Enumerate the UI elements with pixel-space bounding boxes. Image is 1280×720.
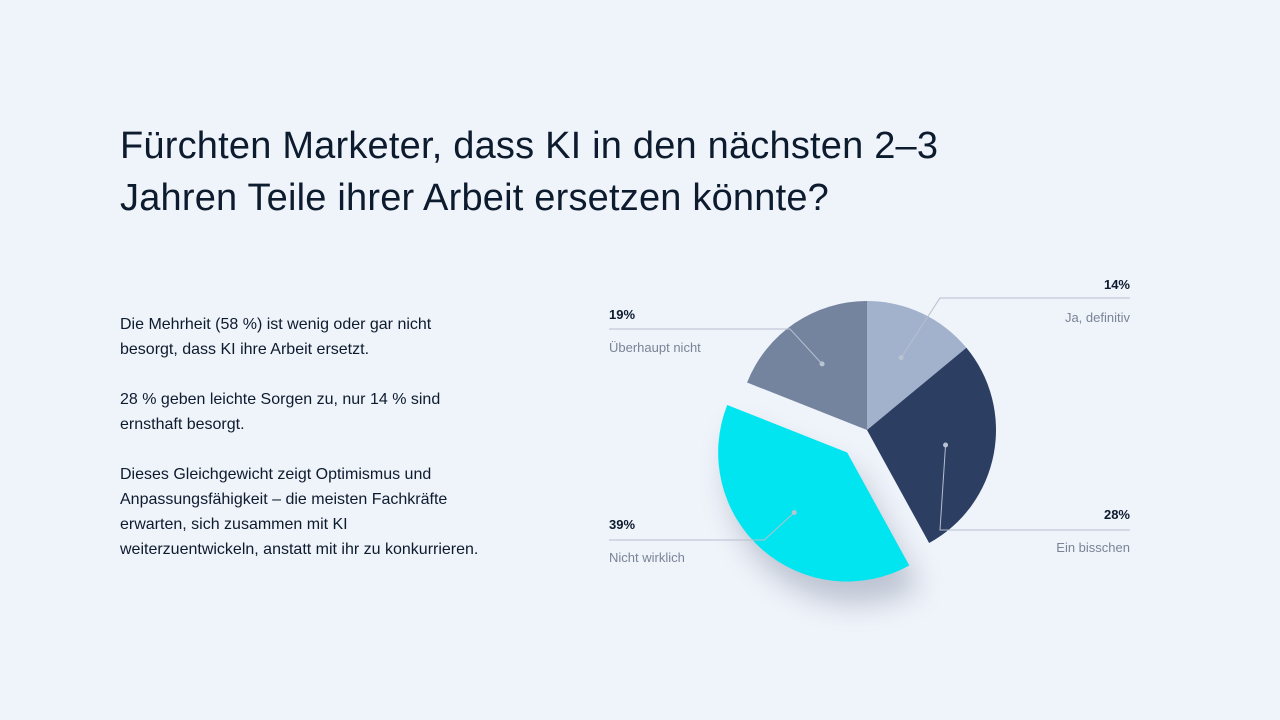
leader-line-ja-definitiv bbox=[900, 297, 1130, 358]
pie-slice-nicht-wirklich bbox=[718, 405, 910, 582]
value-label-ueberhaupt-nicht: 19% bbox=[609, 307, 635, 322]
leader-line-ueberhaupt-nicht bbox=[609, 328, 823, 365]
leader-dot-nicht-wirklich bbox=[791, 509, 797, 515]
pie-slice-ja-definitiv bbox=[867, 301, 967, 430]
pie-slice-ueberhaupt-nicht bbox=[747, 301, 867, 430]
category-label-ja-definitiv: Ja, definitiv bbox=[1065, 310, 1131, 325]
pie-slice-ein-bisschen bbox=[867, 347, 996, 544]
description-paragraph-3: Dieses Gleichgewicht zeigt Optimismus un… bbox=[120, 466, 479, 558]
pie-slices bbox=[718, 301, 996, 582]
description: Die Mehrheit (58 %) ist wenig oder gar n… bbox=[120, 312, 480, 587]
title-line-2: Jahren Teile ihrer Arbeit ersetzen könnt… bbox=[120, 177, 830, 219]
value-label-ja-definitiv: 14% bbox=[1104, 277, 1130, 292]
leader-dot-ein-bisschen bbox=[943, 442, 949, 448]
category-label-ein-bisschen: Ein bisschen bbox=[1056, 540, 1130, 555]
title-line-1: Fürchten Marketer, dass KI in den nächst… bbox=[120, 125, 939, 167]
page-title: Fürchten Marketer, dass KI in den nächst… bbox=[120, 120, 1100, 224]
leader-dot-ja-definitiv bbox=[898, 355, 904, 361]
leader-dot-ueberhaupt-nicht bbox=[819, 361, 825, 367]
value-label-ein-bisschen: 28% bbox=[1104, 507, 1130, 522]
description-paragraph-2: 28 % geben leichte Sorgen zu, nur 14 % s… bbox=[120, 391, 441, 433]
category-label-nicht-wirklich: Nicht wirklich bbox=[609, 550, 685, 565]
value-label-nicht-wirklich: 39% bbox=[609, 517, 635, 532]
pie-labels: 14% Ja, definitiv 28% Ein bisschen 39% Nicht … bbox=[609, 277, 1130, 565]
pie-chart: 14% Ja, definitiv 28% Ein bisschen 39% Nicht … bbox=[560, 240, 1200, 660]
category-label-ueberhaupt-nicht: Überhaupt nicht bbox=[609, 340, 701, 355]
leader-line-nicht-wirklich bbox=[609, 512, 795, 541]
pie-chart-svg: 14% Ja, definitiv 28% Ein bisschen 39% Nicht … bbox=[609, 277, 1130, 604]
description-paragraph-1: Die Mehrheit (58 %) ist wenig oder gar n… bbox=[120, 316, 432, 358]
leader-line-ein-bisschen bbox=[939, 444, 1130, 531]
